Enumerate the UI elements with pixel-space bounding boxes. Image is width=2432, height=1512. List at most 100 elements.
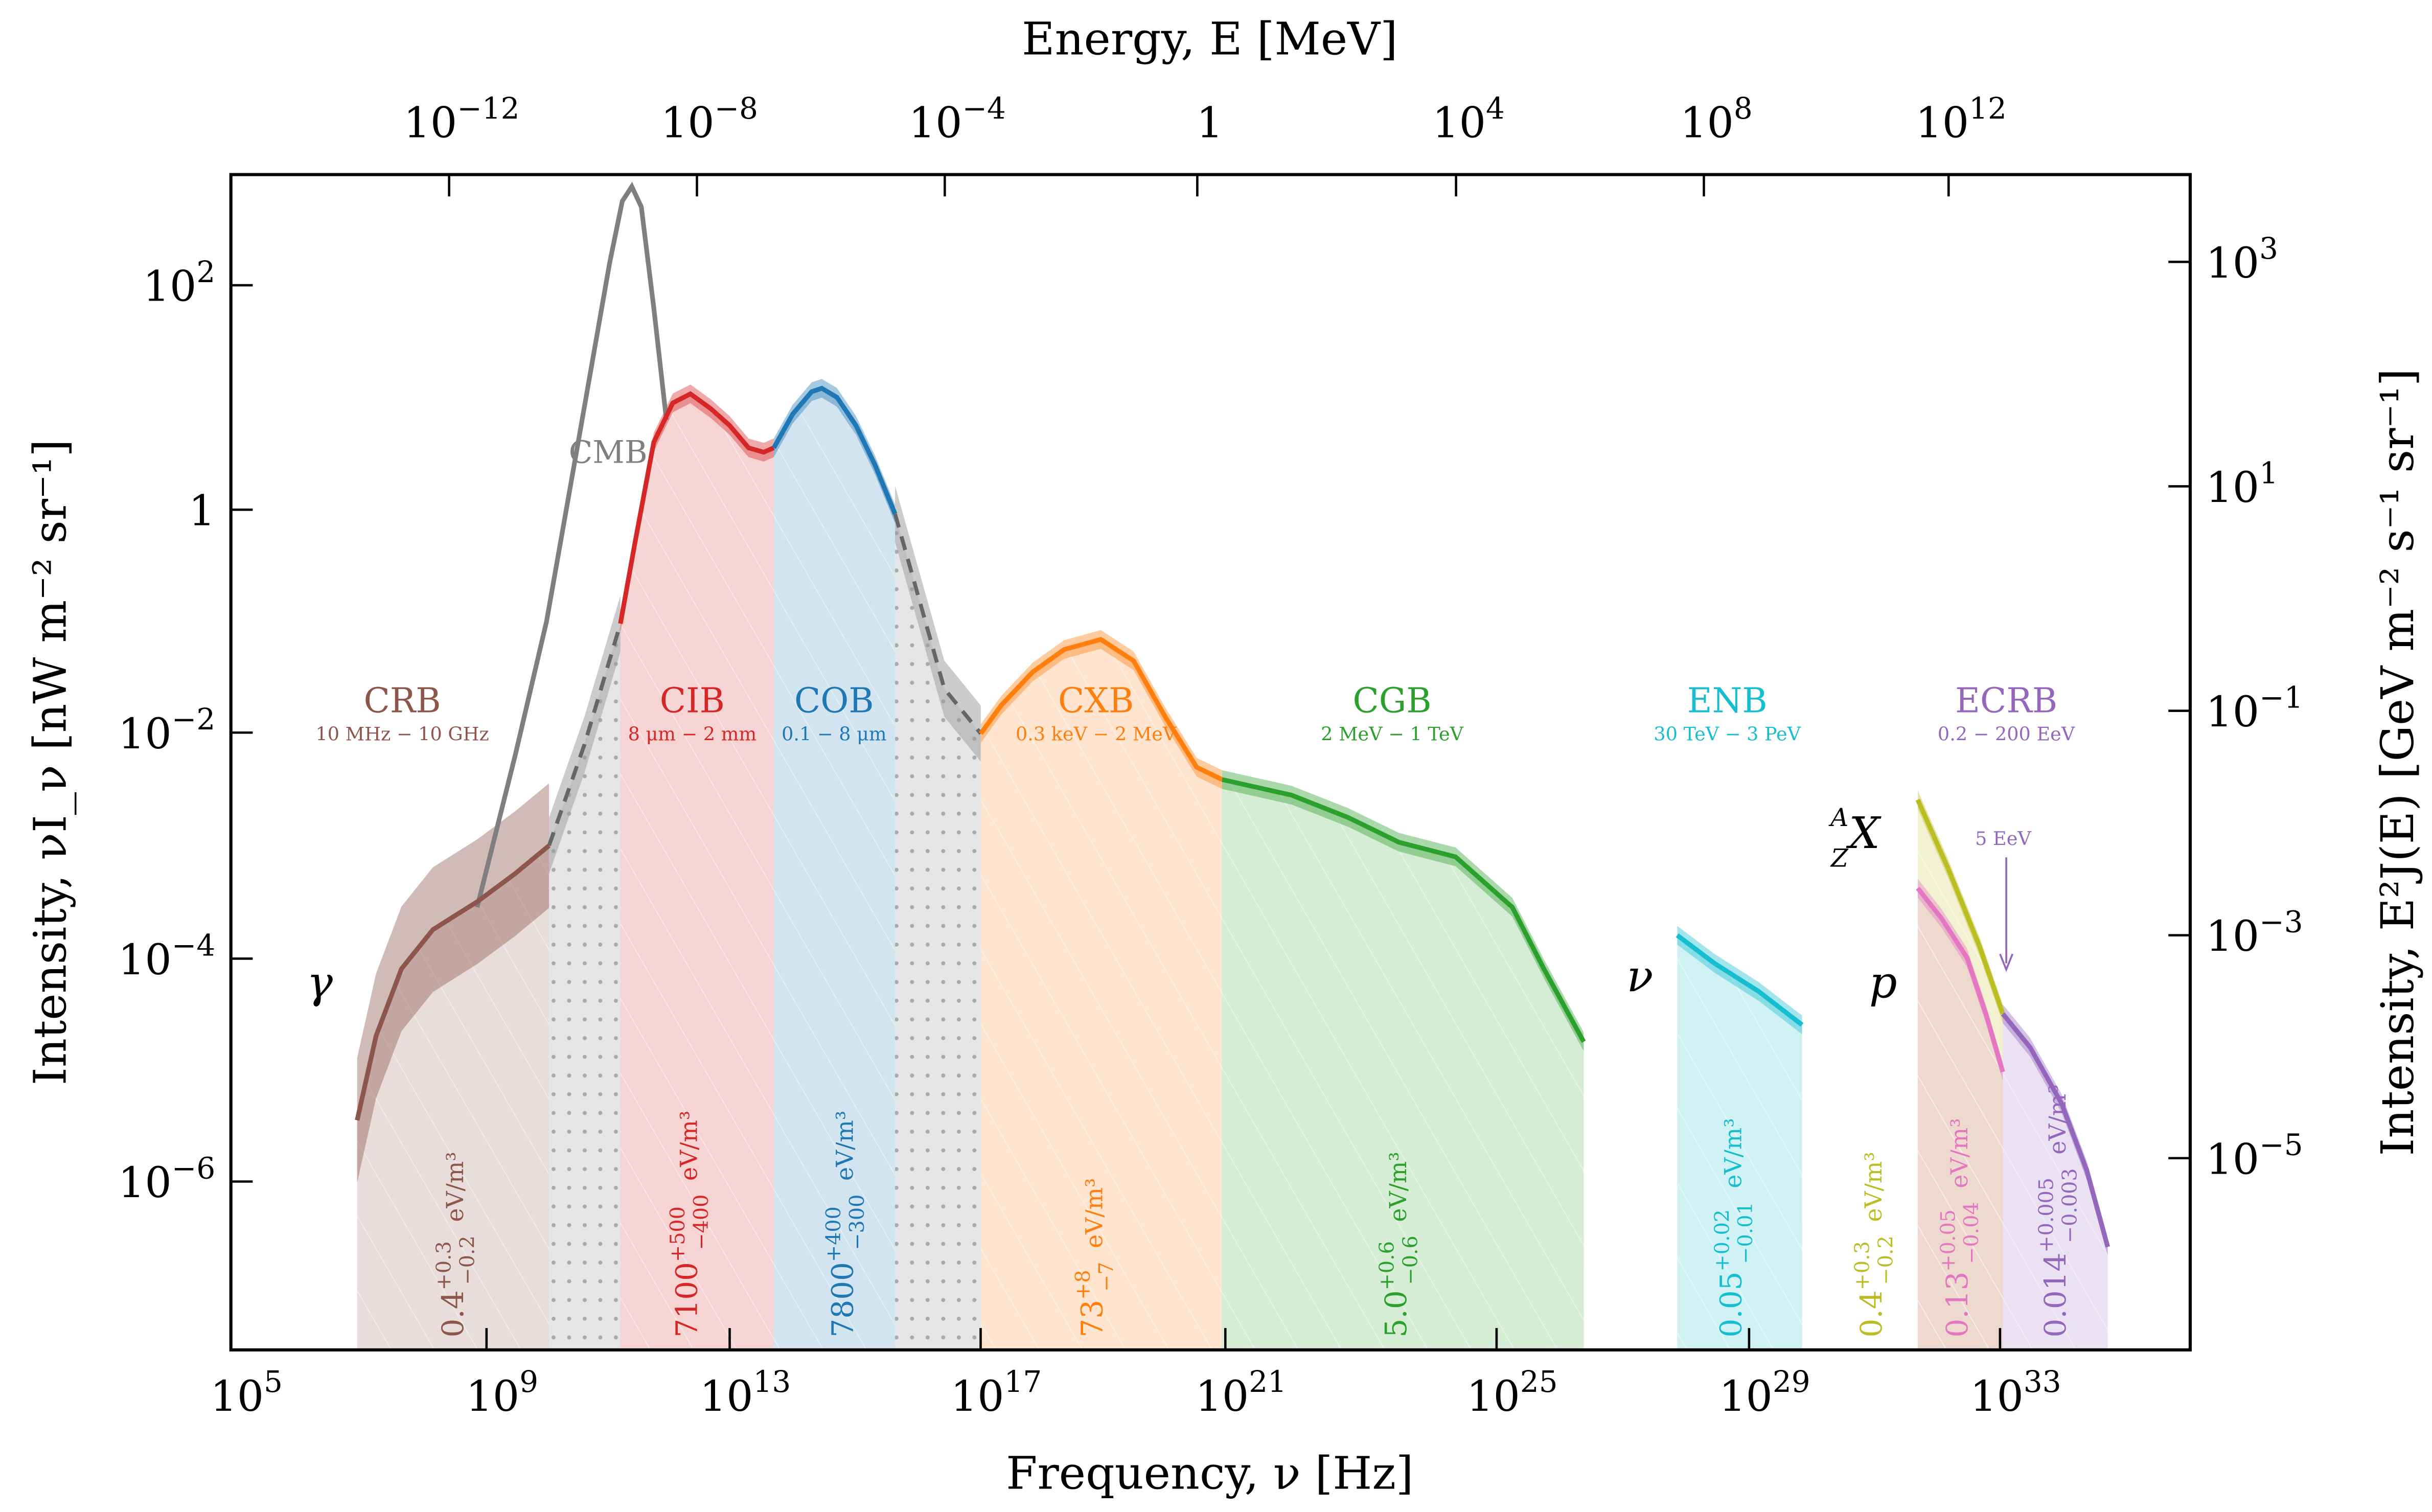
band-range-ECRB: 0.2 − 200 EeV (1938, 723, 2075, 745)
right-tick-label: 10−3 (2206, 905, 2303, 961)
axis-ticks: 105 109 1013 1017 1021 1025 1029 1033102110−210… (118, 91, 2303, 1421)
tick-base: 10 (1680, 99, 1734, 147)
energy-density-CGB: 5.0+0.6−0.6 eV/m³ (1375, 1152, 1423, 1337)
gap-dashed-curve (547, 623, 623, 846)
energy-density-unit: eV/m³ (1720, 1118, 1747, 1196)
y-tick-label: 10−2 (118, 702, 215, 759)
band-hatch-ENB (1677, 935, 1802, 1350)
tick-base: 10 (404, 99, 457, 147)
x-tick-label: 1033 (1970, 1364, 2061, 1421)
series-curve-protons (1916, 886, 2005, 1073)
energy-density-minus: −0.6 (1398, 1235, 1422, 1285)
tick-exponent: −2 (172, 702, 215, 737)
series-curve-CMB (475, 181, 669, 908)
band-hatch-CRB (357, 845, 549, 1350)
band-range-ENB: 30 TeV − 3 PeV (1654, 723, 1801, 745)
tick-base: 10 (661, 99, 715, 147)
band-name-CGB: CGB (1352, 681, 1431, 721)
energy-density-minus: −300 (845, 1195, 869, 1250)
right-axis-label: Intensity, E²J(E) [GeV m⁻² s⁻¹ sr⁻¹] (2371, 369, 2424, 1156)
energy-density-plus: +0.005 (2035, 1178, 2058, 1253)
energy-density-CXB: 73+8−7 eV/m³ (1071, 1178, 1118, 1338)
series-curve-CIB (618, 391, 775, 624)
tick-exponent: 33 (2024, 1364, 2061, 1399)
energy-density-unit: eV/m³ (442, 1152, 469, 1229)
top-tick-label: 104 (1432, 91, 1505, 148)
tick-base: 10 (909, 99, 962, 147)
top-tick-label: 10−12 (404, 91, 520, 148)
gap-uncertainty-band (549, 595, 621, 874)
band-name-CIB: CIB (660, 681, 725, 721)
band-range-CGB: 2 MeV − 1 TeV (1321, 723, 1463, 745)
energy-density-protons: 0.13+0.05−0.04 eV/m³ (1936, 1118, 1983, 1337)
band-range-COB: 0.1 − 8 μm (782, 723, 886, 745)
band-range-CRB: 10 MHz − 10 GHz (316, 723, 489, 745)
energy-density-unit: eV/m³ (1385, 1152, 1412, 1229)
y-tick-label: 102 (143, 255, 216, 311)
x-tick-label: 109 (466, 1364, 539, 1421)
tick-exponent: −6 (172, 1151, 215, 1185)
energy-density-plus: +0.02 (1710, 1209, 1734, 1271)
tick-exponent: 25 (1520, 1364, 1558, 1399)
tick-base: 10 (2206, 239, 2259, 288)
energy-density-COB: 7800+400−300 eV/m³ (822, 1111, 869, 1338)
tick-base: 10 (951, 1372, 1004, 1421)
band-hatch-CXB (980, 639, 1222, 1350)
energy-density-minus: −0.2 (1874, 1235, 1897, 1285)
x-tick-label: 1013 (700, 1364, 791, 1421)
tick-exponent: −12 (457, 91, 519, 126)
nuclei-symbol-x: X (1846, 808, 1882, 859)
band-name-COB: COB (794, 681, 874, 721)
energy-density-minus: −0.003 (2058, 1168, 2081, 1243)
x-tick-label: 1025 (1466, 1364, 1558, 1421)
top-axis-label: Energy, E [MeV] (1022, 13, 1397, 65)
tick-exponent: −5 (2259, 1128, 2303, 1162)
right-tick-label: 10−1 (2206, 680, 2303, 737)
energy-density-unit: eV/m³ (1860, 1152, 1887, 1229)
tick-base: 10 (2206, 688, 2259, 737)
energy-density-minus: −400 (690, 1195, 713, 1250)
energy-density-plus: +0.6 (1375, 1241, 1399, 1290)
energy-density-value: 0.4 (1854, 1290, 1889, 1337)
tick-base: 10 (700, 1372, 753, 1421)
energy-density-unit: eV/m³ (1081, 1178, 1108, 1256)
tick-base: 10 (1970, 1372, 2024, 1421)
band-name-CRB: CRB (364, 681, 441, 721)
energy-density-ECRB: 0.014+0.005−0.003 eV/m³ (2035, 1084, 2082, 1337)
tick-exponent: 1 (2259, 455, 2278, 490)
gamma-symbol: γ (307, 958, 333, 1009)
energy-density-value: 0.4 (435, 1290, 470, 1337)
energy-density-value: 5.0 (1379, 1290, 1413, 1337)
tick-exponent: 13 (753, 1364, 791, 1399)
energy-density-value: 0.014 (2038, 1253, 2073, 1338)
tick-base: 10 (1466, 1372, 1520, 1421)
energy-density-plus: +0.3 (432, 1241, 456, 1290)
tick-exponent: −4 (962, 91, 1005, 126)
energy-density-plus: +0.05 (1936, 1209, 1960, 1271)
energy-density-CRB: 0.4+0.3−0.2 eV/m³ (432, 1152, 479, 1337)
tick-base: 10 (1432, 99, 1486, 147)
band-fills (357, 379, 2108, 1350)
ankle-arrowhead (1999, 953, 2013, 972)
energy-density-plus: +400 (822, 1206, 845, 1262)
band-hatch-CIB (620, 394, 774, 1350)
energy-density-value: 73 (1074, 1300, 1109, 1338)
energy-density-value: 0.13 (1940, 1271, 1975, 1337)
tick-exponent: 29 (1773, 1364, 1810, 1399)
band-curves (355, 181, 2110, 1248)
gap-dashed-curve (893, 513, 982, 735)
series-curve-CXB (979, 636, 1223, 782)
energy-density-plus: +0.3 (1851, 1241, 1874, 1290)
band-name-CXB: CXB (1058, 681, 1134, 721)
tick-exponent: −1 (2259, 680, 2303, 715)
energy-density-minus: −0.2 (455, 1235, 479, 1285)
series-curve-nuclei (1915, 798, 2005, 1015)
series-curve-CGB (1221, 777, 1586, 1043)
tick-base: 10 (118, 936, 172, 984)
tick-exponent: 12 (1969, 91, 2007, 126)
tick-base: 10 (2206, 464, 2259, 512)
tick-base: 10 (466, 1372, 520, 1421)
x-tick-label: 105 (210, 1364, 283, 1421)
tick-base: 10 (2206, 912, 2259, 961)
